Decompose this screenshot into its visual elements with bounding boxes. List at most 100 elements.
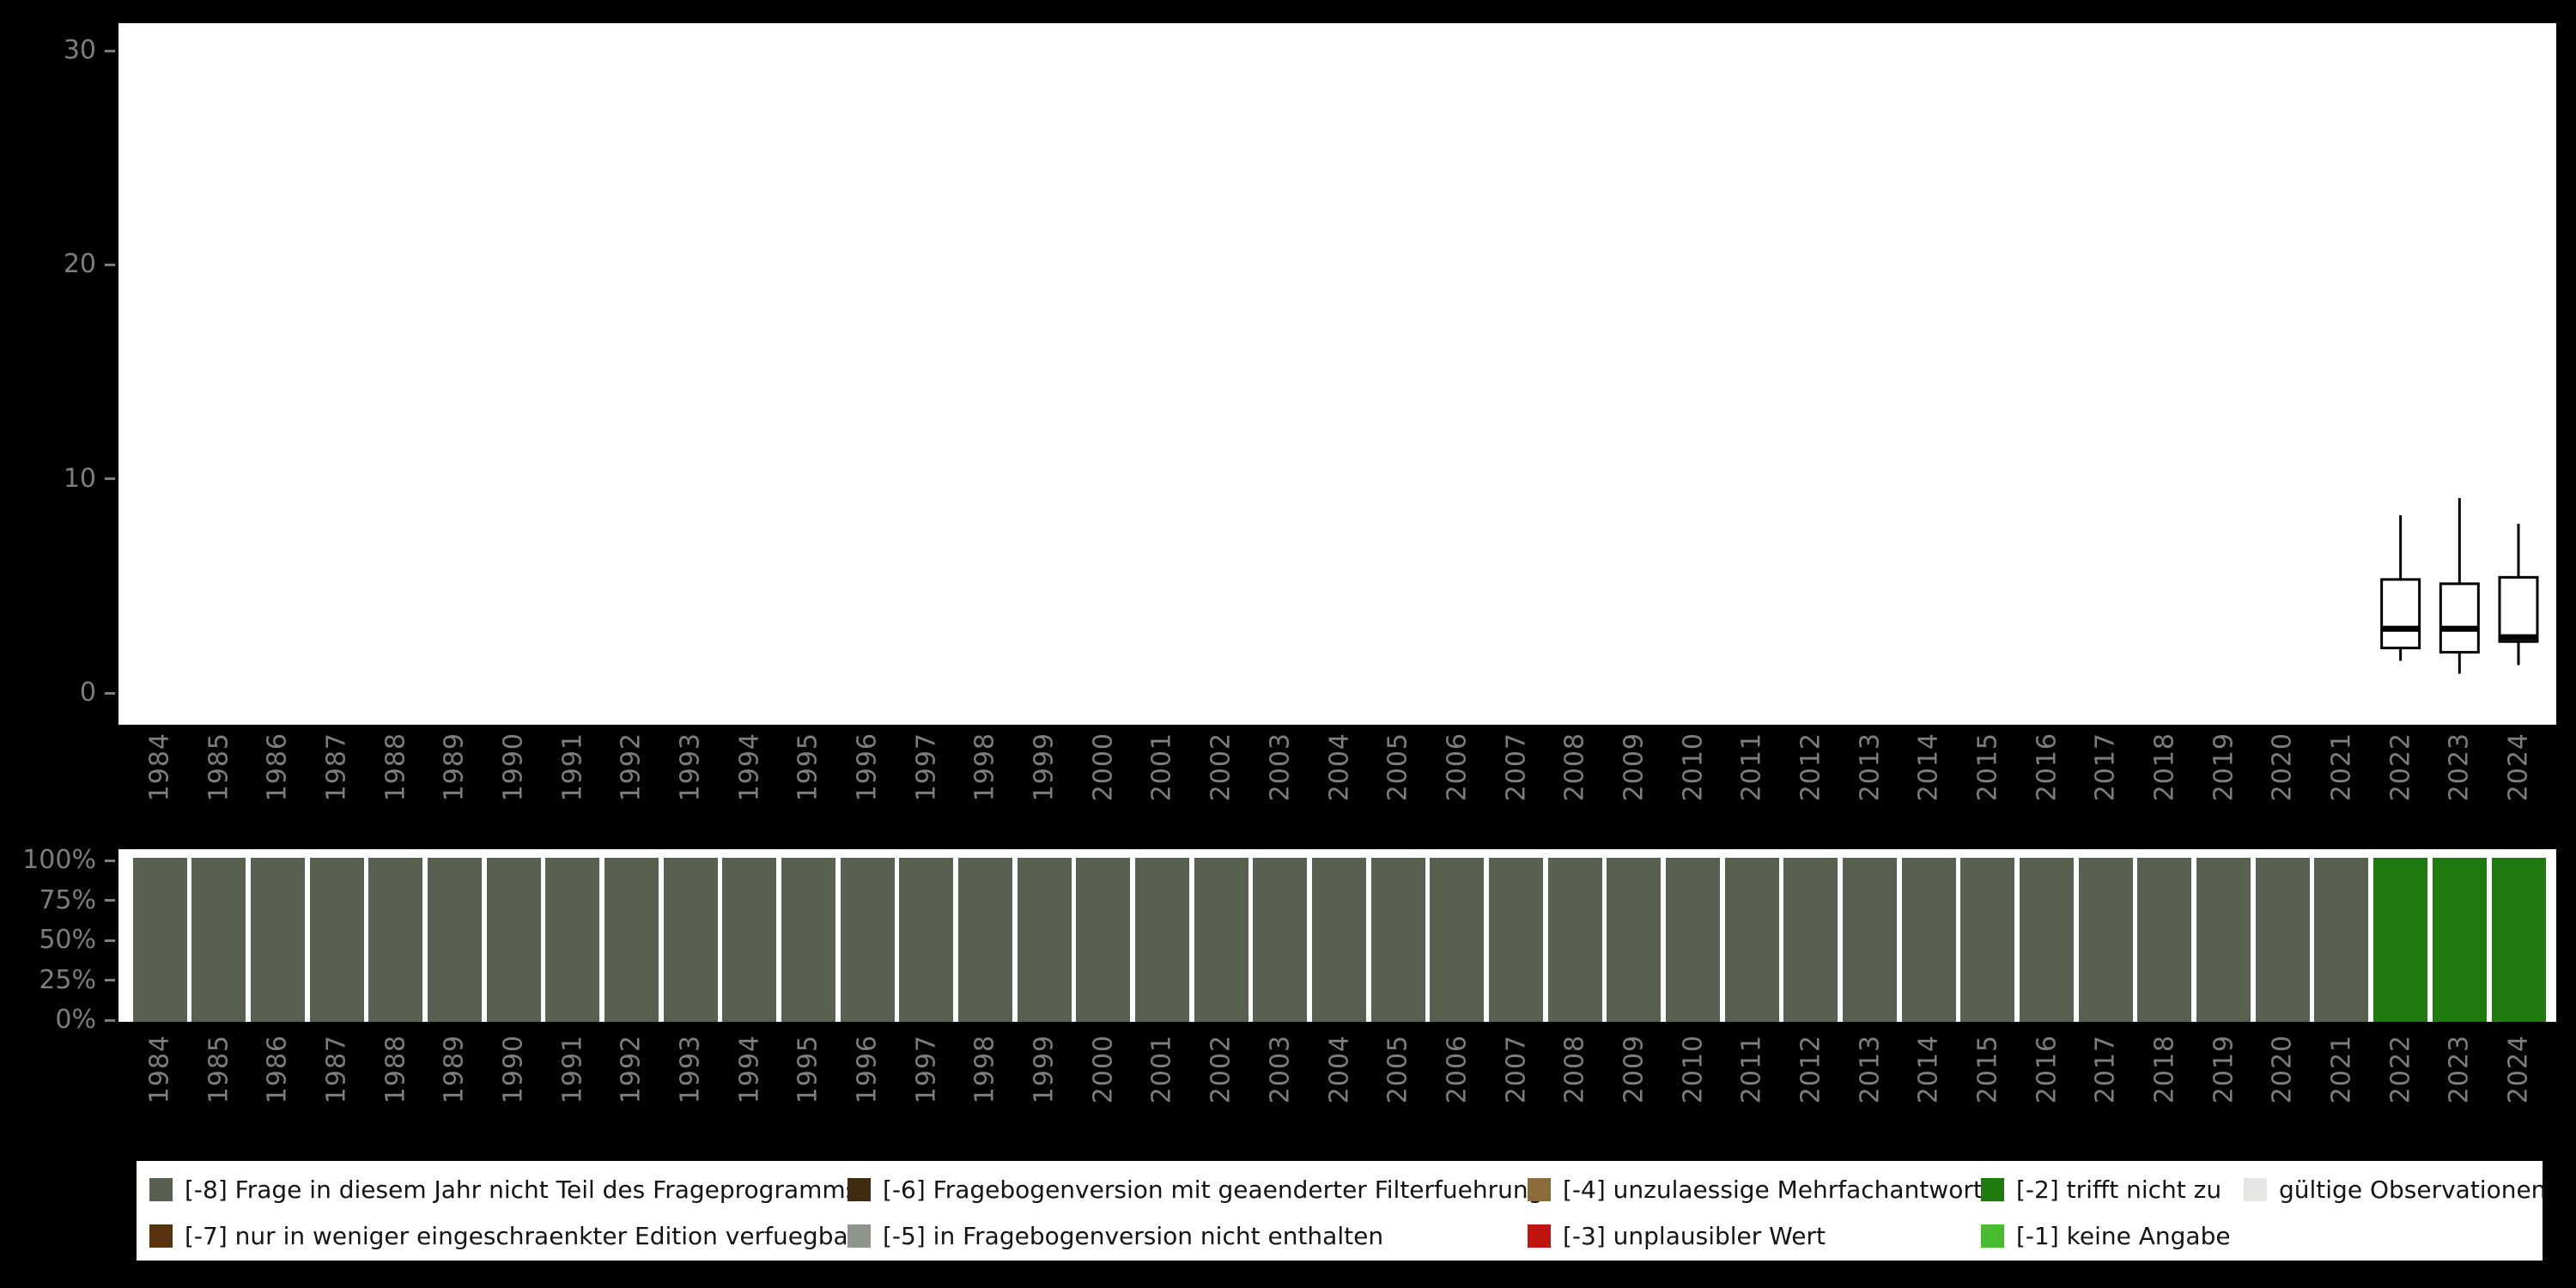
x-axis-year-label: 1989 (439, 1035, 470, 1104)
missing-code-bar-1986 (250, 858, 305, 1022)
legend-swatch-icon (848, 1224, 871, 1248)
missing-code-bar-2020 (2255, 858, 2310, 1022)
percent-axis-tick-label: 25% (39, 964, 96, 995)
x-axis-year-label: 1996 (852, 732, 883, 802)
x-axis-year-label: 2005 (1382, 1035, 1413, 1104)
percent-axis-tick-mark (105, 1018, 115, 1022)
missing-code-bar-2014 (1901, 858, 1956, 1022)
legend-item: gültige Observationen (2244, 1175, 2546, 1204)
x-axis-year-label: 1994 (734, 732, 765, 802)
x-axis-year-label: 2022 (2385, 1035, 2416, 1104)
missing-code-bar-2006 (1430, 858, 1485, 1022)
x-axis-year-label: 2018 (2149, 732, 2180, 802)
x-axis-year-label: 1992 (616, 732, 647, 802)
x-axis-year-label: 2002 (1206, 732, 1236, 802)
legend-swatch-icon (2244, 1177, 2267, 1201)
x-axis-year-label: 1992 (616, 1035, 647, 1104)
legend-label: [-6] Fragebogenversion mit geaenderter F… (883, 1175, 1544, 1204)
legend-item: [-4] unzulaessige Mehrfachantwort (1528, 1175, 1983, 1204)
x-axis-year-label: 2022 (2385, 732, 2416, 802)
x-axis-year-label: 2014 (1913, 732, 1944, 802)
x-axis-year-label: 2016 (2032, 1035, 2063, 1104)
x-axis-year-label: 2002 (1206, 1035, 1236, 1104)
x-axis-year-label: 2006 (1442, 1035, 1473, 1104)
y-axis-tick-mark (105, 263, 115, 266)
boxplot-2022 (2380, 515, 2421, 661)
x-axis-year-label: 2001 (1146, 1035, 1177, 1104)
x-axis-year-label: 2012 (1795, 1035, 1826, 1104)
x-axis-year-label: 2003 (1265, 1035, 1296, 1104)
x-axis-year-label: 1999 (1029, 732, 1060, 802)
missing-code-bar-1998 (957, 858, 1012, 1022)
missing-code-bar-2012 (1783, 858, 1838, 1022)
x-axis-year-label: 1990 (498, 1035, 529, 1104)
legend-label: [-2] trifft nicht zu (2016, 1175, 2222, 1204)
legend-label: [-8] Frage in diesem Jahr nicht Teil des… (185, 1175, 859, 1204)
x-axis-year-label: 1985 (204, 1035, 234, 1104)
legend-swatch-icon (1528, 1224, 1551, 1248)
missing-code-bar-2017 (2078, 858, 2133, 1022)
x-axis-year-label: 2008 (1559, 1035, 1590, 1104)
missing-code-bar-2007 (1489, 858, 1544, 1022)
x-axis-year-label: 2024 (2503, 732, 2534, 802)
missing-code-bar-1992 (604, 858, 659, 1022)
missing-code-bar-1996 (840, 858, 895, 1022)
percent-axis-tick-label: 50% (39, 925, 96, 955)
x-axis-year-label: 2020 (2267, 732, 2298, 802)
x-axis-year-label: 1985 (204, 732, 234, 802)
x-axis-year-label: 1987 (321, 1035, 352, 1104)
y-axis-tick-mark (105, 49, 115, 52)
y-axis-tick-mark (105, 477, 115, 481)
missing-code-bar-1997 (899, 858, 954, 1022)
y-axis-tick-label: 30 (63, 35, 96, 65)
boxplot-2023 (2439, 498, 2480, 674)
legend-item: [-2] trifft nicht zu (1981, 1175, 2221, 1204)
missing-code-bar-2016 (2020, 858, 2075, 1022)
missing-code-bar-1993 (663, 858, 718, 1022)
x-axis-year-label: 1989 (439, 732, 470, 802)
legend-label: [-5] in Fragebogenversion nicht enthalte… (883, 1221, 1384, 1250)
legend-item: [-3] unplausibler Wert (1528, 1221, 1826, 1250)
legend-swatch-icon (848, 1177, 871, 1201)
x-axis-year-label: 2008 (1559, 732, 1590, 802)
missing-code-bar-2003 (1253, 858, 1308, 1022)
x-axis-year-label: 2010 (1678, 732, 1709, 802)
missing-code-bar-1985 (191, 858, 246, 1022)
percent-axis-tick-mark (105, 899, 115, 902)
missing-code-bar-2022 (2373, 858, 2428, 1022)
x-axis-year-label: 1986 (262, 732, 293, 802)
legend-swatch-icon (149, 1177, 173, 1201)
x-axis-year-label: 2001 (1146, 732, 1177, 802)
missing-code-bar-1994 (722, 858, 777, 1022)
missing-code-bar-2001 (1134, 858, 1189, 1022)
x-axis-year-label: 2004 (1324, 1035, 1354, 1104)
x-axis-year-label: 2019 (2208, 1035, 2239, 1104)
x-axis-year-label: 1984 (144, 1035, 175, 1104)
x-axis-year-label: 2023 (2444, 732, 2475, 802)
x-axis-year-label: 1984 (144, 732, 175, 802)
x-axis-year-label: 2015 (1972, 1035, 2003, 1104)
y-axis-tick-label: 10 (63, 463, 96, 494)
x-axis-year-label: 2024 (2503, 1035, 2534, 1104)
missing-code-bar-2024 (2491, 858, 2546, 1022)
legend-label: [-3] unplausibler Wert (1563, 1221, 1826, 1250)
boxplot-panel (118, 23, 2556, 725)
legend-label: [-1] keine Angabe (2016, 1221, 2231, 1250)
x-axis-year-label: 1994 (734, 1035, 765, 1104)
x-axis-year-label: 2020 (2267, 1035, 2298, 1104)
legend-swatch-icon (1528, 1177, 1551, 1201)
legend-swatch-icon (1981, 1177, 2004, 1201)
x-axis-year-label: 2010 (1678, 1035, 1709, 1104)
x-axis-year-label: 1987 (321, 732, 352, 802)
x-axis-year-label: 2021 (2326, 732, 2357, 802)
missing-code-bar-1990 (486, 858, 541, 1022)
x-axis-year-label: 2018 (2149, 1035, 2180, 1104)
x-axis-year-label: 1997 (911, 1035, 942, 1104)
missing-code-bar-2011 (1724, 858, 1779, 1022)
legend-item: [-7] nur in weniger eingeschraenkter Edi… (149, 1221, 858, 1250)
missing-code-bar-1991 (545, 858, 600, 1022)
x-axis-year-label: 2013 (1855, 1035, 1886, 1104)
legend-swatch-icon (149, 1224, 173, 1248)
legend-label: [-7] nur in weniger eingeschraenkter Edi… (185, 1221, 859, 1250)
missing-code-bar-1984 (132, 858, 187, 1022)
